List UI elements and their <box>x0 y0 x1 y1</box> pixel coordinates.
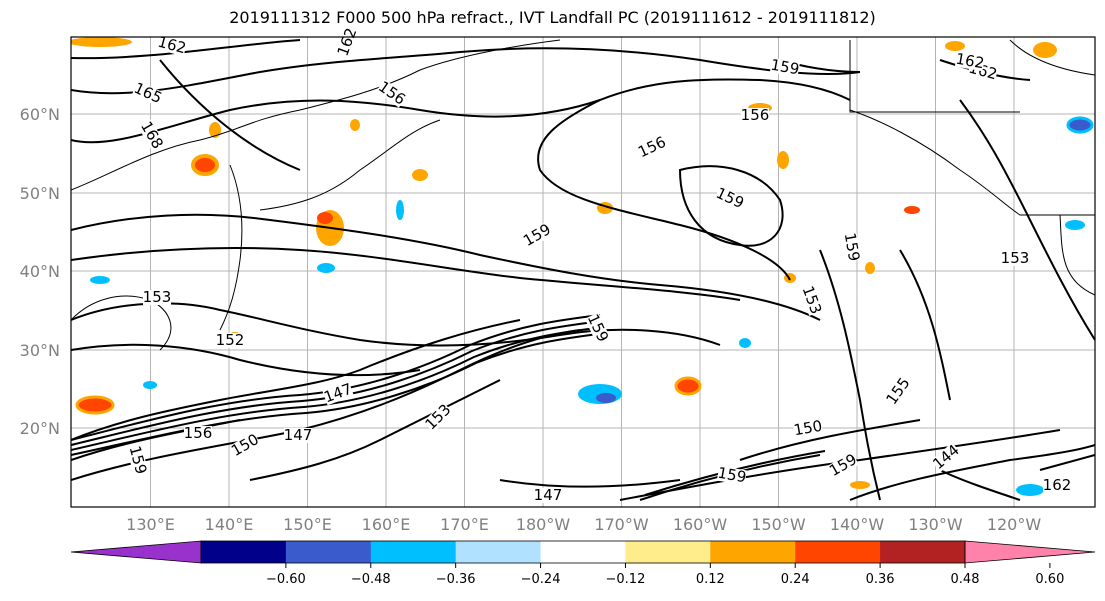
colorbar: −0.60 −0.48 −0.36 −0.24 −0.12 0.12 0.24 0.36 0.4… <box>70 540 1096 587</box>
lon-label: 160°E <box>362 515 411 534</box>
contour-label: 162 <box>954 50 985 73</box>
contour-label: 147 <box>534 486 563 504</box>
colorbar-extend-low <box>70 540 202 564</box>
colorbar-tick-label: 0.12 <box>696 572 725 587</box>
lon-label: 150°W <box>751 515 806 534</box>
lat-label: 50°N <box>20 184 60 203</box>
coastlines <box>71 39 1095 351</box>
lon-label: 150°E <box>283 515 332 534</box>
contour-label: 150 <box>792 417 823 440</box>
lon-label: 160°W <box>673 515 728 534</box>
lon-label: 140°W <box>830 515 885 534</box>
contour-label: 147 <box>284 426 313 444</box>
colorbar-segment <box>201 541 287 563</box>
colorbar-segment <box>285 541 372 563</box>
colorbar-segment <box>880 541 966 563</box>
colorbar-tick-label: −0.12 <box>606 572 646 587</box>
contour-label: 159 <box>769 56 800 79</box>
colorbar-segment <box>625 541 711 563</box>
contour-label: 162 <box>1043 476 1072 494</box>
longitude-labels: 130°E 140°E 150°E 160°E 170°E 180°W 170°W 160°W… <box>126 515 1041 534</box>
colorbar-tick-label: 0.60 <box>1035 572 1064 587</box>
lon-label: 140°E <box>205 515 254 534</box>
colorbar-segment <box>370 541 457 563</box>
contour-label: 156 <box>741 106 770 124</box>
lat-label: 30°N <box>20 341 60 360</box>
lon-label: 170°W <box>594 515 649 534</box>
colorbar-segment <box>710 541 796 563</box>
colorbar-tick-label: 0.24 <box>781 572 810 587</box>
colorbar-frame <box>200 540 966 564</box>
lon-label: 120°W <box>987 515 1042 534</box>
colorbar-segment <box>795 541 881 563</box>
lat-label: 60°N <box>20 105 60 124</box>
lat-label: 20°N <box>20 419 60 438</box>
latitude-labels: 60°N 50°N 40°N 30°N 20°N <box>20 105 60 438</box>
colorbar-tick-label: 0.48 <box>951 572 980 587</box>
lon-label: 180°W <box>516 515 571 534</box>
lon-label: 130°E <box>126 515 175 534</box>
map-title: 2019111312 F000 500 hPa refract., IVT La… <box>229 8 876 27</box>
colorbar-tick-label: −0.24 <box>521 572 561 587</box>
contour-lines <box>71 39 1095 501</box>
colorbar-tick-label: 0.36 <box>866 572 895 587</box>
contour-label: 153 <box>1001 249 1030 267</box>
map-area[interactable] <box>71 37 1095 507</box>
graticule <box>71 37 1095 507</box>
contour-label: 159 <box>716 464 747 487</box>
contour-label: 159 <box>841 231 864 262</box>
lon-label: 130°W <box>908 515 963 534</box>
colorbar-tick-label: −0.36 <box>436 572 476 587</box>
colorbar-tick-label: −0.48 <box>351 572 391 587</box>
colorbar-tick-label: −0.60 <box>266 572 306 587</box>
contour-label: 153 <box>143 288 172 306</box>
colorbar-extend-high <box>964 540 1096 564</box>
contour-label: 152 <box>216 331 245 349</box>
lat-label: 40°N <box>20 262 60 281</box>
lon-label: 170°E <box>440 515 489 534</box>
colorbar-segment <box>455 541 542 563</box>
map-frame <box>70 36 1096 508</box>
shaded-anomalies <box>71 37 1094 496</box>
contour-label: 156 <box>184 424 213 442</box>
colorbar-segment <box>540 541 626 563</box>
contour-labels: 1621651681621591561561591591531591531591… <box>126 25 1072 504</box>
